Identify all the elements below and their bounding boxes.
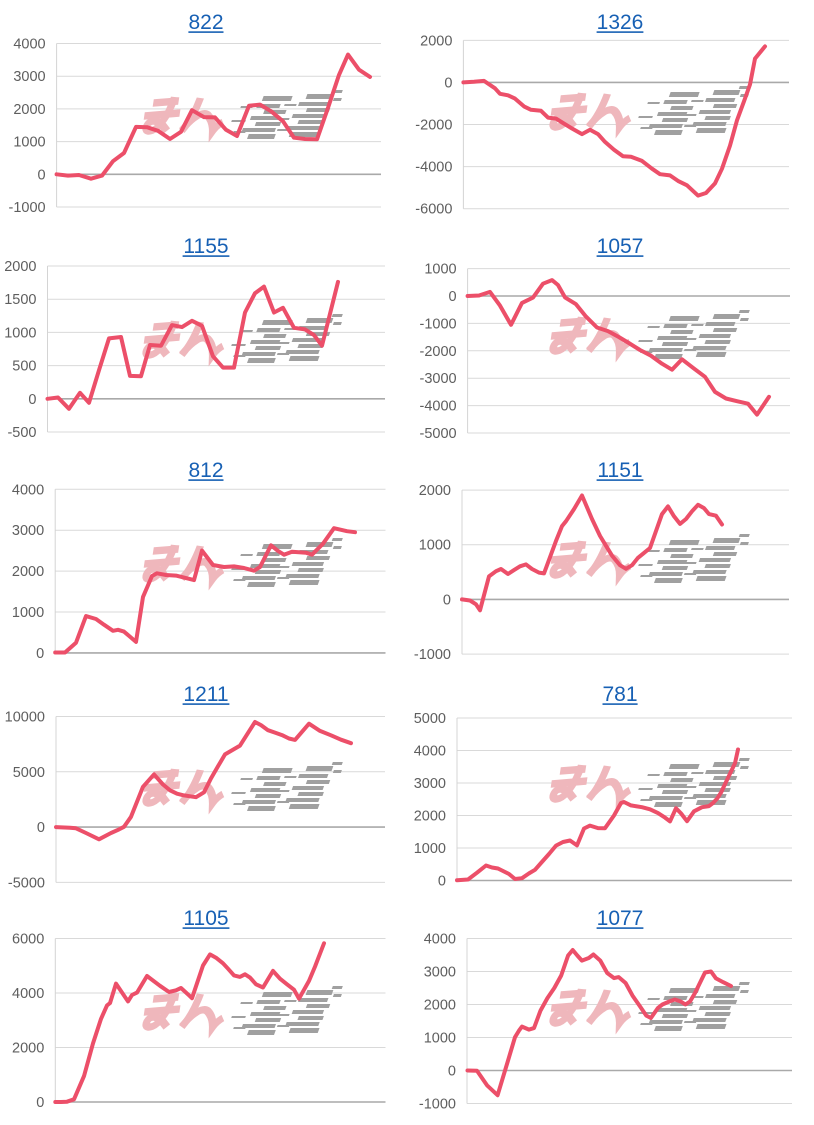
svg-text:-5000: -5000 xyxy=(8,875,45,891)
svg-text:-2000: -2000 xyxy=(415,118,452,134)
svg-text:-500: -500 xyxy=(7,425,36,441)
svg-text:-3000: -3000 xyxy=(420,371,457,387)
svg-text:1000: 1000 xyxy=(424,262,456,278)
svg-text:4000: 4000 xyxy=(12,482,44,498)
svg-text:1326: 1326 xyxy=(597,11,644,34)
svg-text:1000: 1000 xyxy=(13,135,45,151)
svg-text:822: 822 xyxy=(188,11,223,34)
svg-text:0: 0 xyxy=(28,392,36,408)
svg-text:6000: 6000 xyxy=(12,932,44,948)
svg-text:1000: 1000 xyxy=(12,605,44,621)
svg-text:-1000: -1000 xyxy=(420,316,457,332)
svg-text:2000: 2000 xyxy=(420,33,452,49)
svg-text:1077: 1077 xyxy=(597,907,644,930)
svg-text:0: 0 xyxy=(36,646,44,662)
svg-text:0: 0 xyxy=(444,75,452,91)
svg-text:2000: 2000 xyxy=(12,564,44,580)
svg-text:1000: 1000 xyxy=(419,538,451,554)
svg-text:1211: 1211 xyxy=(183,683,228,706)
svg-text:0: 0 xyxy=(448,1064,456,1080)
svg-text:5000: 5000 xyxy=(13,765,45,781)
svg-text:1155: 1155 xyxy=(183,235,228,258)
svg-text:1000: 1000 xyxy=(414,841,446,857)
svg-text:3000: 3000 xyxy=(12,523,44,539)
svg-text:10000: 10000 xyxy=(5,710,45,726)
svg-text:812: 812 xyxy=(188,459,223,482)
svg-text:1105: 1105 xyxy=(183,907,228,930)
svg-text:1000: 1000 xyxy=(424,1031,456,1047)
svg-text:1151: 1151 xyxy=(597,459,642,482)
svg-text:-6000: -6000 xyxy=(415,202,452,218)
svg-text:2000: 2000 xyxy=(419,483,451,499)
svg-text:-1000: -1000 xyxy=(419,1097,456,1113)
svg-text:2000: 2000 xyxy=(13,102,45,118)
svg-text:-1000: -1000 xyxy=(9,200,46,216)
svg-text:1000: 1000 xyxy=(4,325,36,341)
svg-text:3000: 3000 xyxy=(424,965,456,981)
svg-text:4000: 4000 xyxy=(414,744,446,760)
svg-text:-4000: -4000 xyxy=(420,399,457,415)
svg-text:0: 0 xyxy=(36,1095,44,1111)
svg-text:-4000: -4000 xyxy=(415,160,452,176)
svg-text:4000: 4000 xyxy=(13,37,45,53)
svg-text:3000: 3000 xyxy=(414,776,446,792)
svg-text:2000: 2000 xyxy=(414,809,446,825)
svg-text:500: 500 xyxy=(12,359,36,375)
svg-text:0: 0 xyxy=(443,592,451,608)
svg-text:2000: 2000 xyxy=(424,998,456,1014)
svg-text:1057: 1057 xyxy=(597,235,644,258)
svg-text:3000: 3000 xyxy=(13,69,45,85)
svg-text:0: 0 xyxy=(37,820,45,836)
svg-text:0: 0 xyxy=(438,874,446,890)
svg-text:0: 0 xyxy=(449,289,457,305)
svg-text:4000: 4000 xyxy=(12,986,44,1002)
svg-text:0: 0 xyxy=(38,167,46,183)
svg-text:-5000: -5000 xyxy=(420,426,457,442)
svg-text:1500: 1500 xyxy=(4,292,36,308)
svg-text:-2000: -2000 xyxy=(420,344,457,360)
svg-text:5000: 5000 xyxy=(414,711,446,727)
svg-text:781: 781 xyxy=(602,683,637,706)
svg-text:-1000: -1000 xyxy=(414,647,451,663)
svg-text:4000: 4000 xyxy=(424,932,456,948)
svg-text:2000: 2000 xyxy=(4,259,36,275)
svg-text:2000: 2000 xyxy=(12,1041,44,1057)
